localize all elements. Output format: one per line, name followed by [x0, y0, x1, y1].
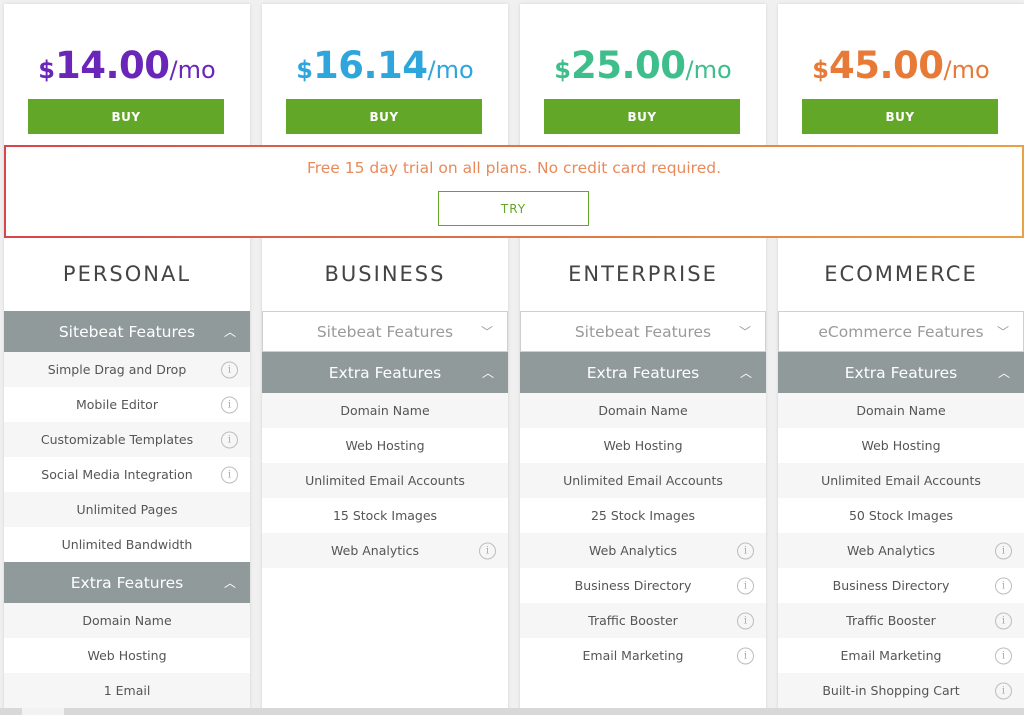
info-icon[interactable]: i [995, 647, 1012, 664]
feature-row: Built-in Shopping Cart i [778, 673, 1024, 708]
section-header-sitebeat-features[interactable]: Sitebeat Features ︿ [4, 311, 250, 352]
chevron-down-icon: ﹀ [996, 324, 1009, 339]
feature-list: Sitebeat Features ︿ Simple Drag and Drop… [4, 311, 250, 708]
info-icon[interactable]: i [221, 361, 238, 378]
feature-row: Web Hosting [262, 428, 508, 463]
feature-row: Web Hosting [4, 638, 250, 673]
plan-card-ecommerce: $45.00/mo BUY ECOMMERCE eCommerce Featur… [778, 4, 1024, 715]
feature-row: Domain Name [520, 393, 766, 428]
info-icon[interactable]: i [995, 612, 1012, 629]
try-button[interactable]: TRY [438, 191, 589, 226]
feature-row: Mobile Editor i [4, 387, 250, 422]
info-icon[interactable]: i [737, 647, 754, 664]
chevron-up-icon: ︿ [223, 575, 236, 590]
feature-list: Sitebeat Features ﹀ Extra Features ︿ Dom… [520, 311, 766, 673]
feature-row: 50 Stock Images [778, 498, 1024, 533]
buy-button-business[interactable]: BUY [286, 99, 482, 134]
plan-name: BUSINESS [324, 262, 446, 286]
plan-card-personal: $14.00/mo BUY PERSONAL Sitebeat Features… [4, 4, 250, 715]
scrollbar-thumb[interactable] [22, 708, 64, 715]
chevron-up-icon: ︿ [481, 365, 494, 380]
info-icon[interactable]: i [479, 542, 496, 559]
feature-list: Sitebeat Features ﹀ Extra Features ︿ Dom… [262, 311, 508, 568]
section-header-sitebeat-features[interactable]: Sitebeat Features ﹀ [262, 311, 508, 352]
chevron-up-icon: ︿ [739, 365, 752, 380]
info-icon[interactable]: i [995, 542, 1012, 559]
feature-row: Email Marketing i [520, 638, 766, 673]
section-header-extra-features[interactable]: Extra Features ︿ [262, 352, 508, 393]
plan-card-enterprise: $25.00/mo BUY ENTERPRISE Sitebeat Featur… [520, 4, 766, 715]
feature-row: Unlimited Email Accounts [262, 463, 508, 498]
feature-row: Domain Name [778, 393, 1024, 428]
info-icon[interactable]: i [221, 396, 238, 413]
plan-price: $45.00/mo [812, 44, 990, 87]
feature-row: Web Hosting [778, 428, 1024, 463]
plan-name: PERSONAL [62, 262, 192, 286]
plan-name: ECOMMERCE [824, 262, 978, 286]
plan-price: $16.14/mo [296, 44, 474, 87]
buy-button-personal[interactable]: BUY [28, 99, 224, 134]
feature-row: Customizable Templates i [4, 422, 250, 457]
info-icon[interactable]: i [737, 577, 754, 594]
plan-name: ENTERPRISE [568, 262, 718, 286]
feature-list: eCommerce Features ﹀ Extra Features ︿ Do… [778, 311, 1024, 708]
info-icon[interactable]: i [995, 577, 1012, 594]
horizontal-scrollbar[interactable] [0, 708, 1024, 715]
trial-message: Free 15 day trial on all plans. No credi… [306, 159, 722, 177]
section-header-ecommerce-features[interactable]: eCommerce Features ﹀ [778, 311, 1024, 352]
section-header-extra-features[interactable]: Extra Features ︿ [520, 352, 766, 393]
feature-row: Unlimited Email Accounts [778, 463, 1024, 498]
feature-row: Simple Drag and Drop i [4, 352, 250, 387]
feature-row: Unlimited Email Accounts [520, 463, 766, 498]
feature-row: Web Hosting [520, 428, 766, 463]
feature-row: 15 Stock Images [262, 498, 508, 533]
feature-row: Business Directory i [520, 568, 766, 603]
info-icon[interactable]: i [737, 542, 754, 559]
feature-row: Web Analytics i [778, 533, 1024, 568]
buy-button-ecommerce[interactable]: BUY [802, 99, 998, 134]
feature-row: Social Media Integration i [4, 457, 250, 492]
chevron-up-icon: ︿ [997, 365, 1010, 380]
feature-row: Unlimited Bandwidth [4, 527, 250, 562]
buy-button-enterprise[interactable]: BUY [544, 99, 740, 134]
feature-row: Domain Name [4, 603, 250, 638]
chevron-down-icon: ﹀ [738, 324, 751, 339]
chevron-down-icon: ﹀ [480, 324, 493, 339]
plan-price: $14.00/mo [38, 44, 216, 87]
free-trial-banner: Free 15 day trial on all plans. No credi… [4, 145, 1024, 238]
feature-row: 1 Email [4, 673, 250, 708]
section-header-sitebeat-features[interactable]: Sitebeat Features ﹀ [520, 311, 766, 352]
feature-row: Traffic Booster i [520, 603, 766, 638]
feature-row: Email Marketing i [778, 638, 1024, 673]
plan-price: $25.00/mo [554, 44, 732, 87]
info-icon[interactable]: i [221, 466, 238, 483]
feature-row: Unlimited Pages [4, 492, 250, 527]
plan-card-business: $16.14/mo BUY BUSINESS Sitebeat Features… [262, 4, 508, 715]
info-icon[interactable]: i [737, 612, 754, 629]
feature-row: Business Directory i [778, 568, 1024, 603]
info-icon[interactable]: i [995, 682, 1012, 699]
feature-row: Web Analytics i [262, 533, 508, 568]
feature-row: Traffic Booster i [778, 603, 1024, 638]
feature-row: Web Analytics i [520, 533, 766, 568]
section-header-extra-features[interactable]: Extra Features ︿ [778, 352, 1024, 393]
feature-row: Domain Name [262, 393, 508, 428]
feature-row: 25 Stock Images [520, 498, 766, 533]
info-icon[interactable]: i [221, 431, 238, 448]
chevron-up-icon: ︿ [223, 324, 236, 339]
section-header-extra-features[interactable]: Extra Features ︿ [4, 562, 250, 603]
